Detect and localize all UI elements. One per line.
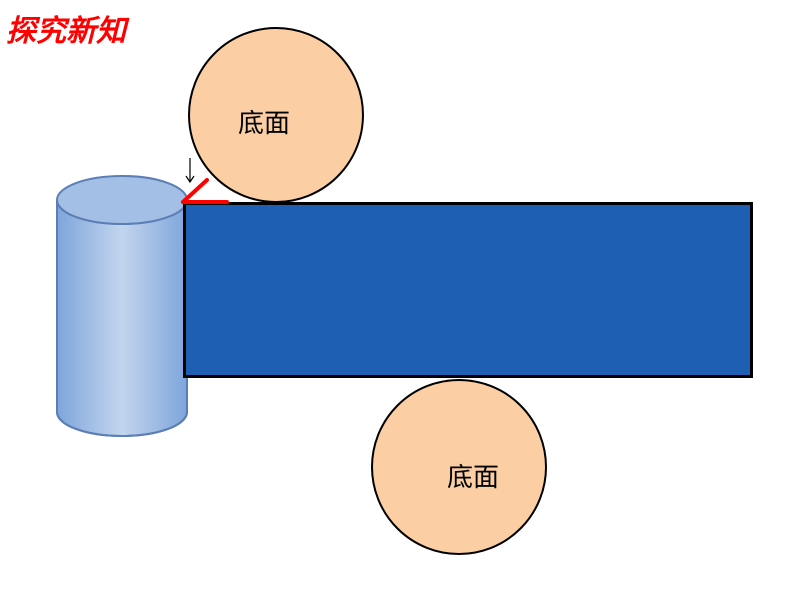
lateral-surface-rectangle bbox=[183, 202, 753, 378]
page-title: 探究新知 bbox=[6, 6, 126, 50]
top-base-label: 底面 bbox=[238, 103, 290, 140]
cylinder-3d bbox=[53, 172, 191, 440]
bottom-base-label: 底面 bbox=[447, 457, 499, 494]
top-base-circle: 底面 bbox=[188, 27, 364, 203]
bottom-base-circle: 底面 bbox=[371, 379, 547, 555]
